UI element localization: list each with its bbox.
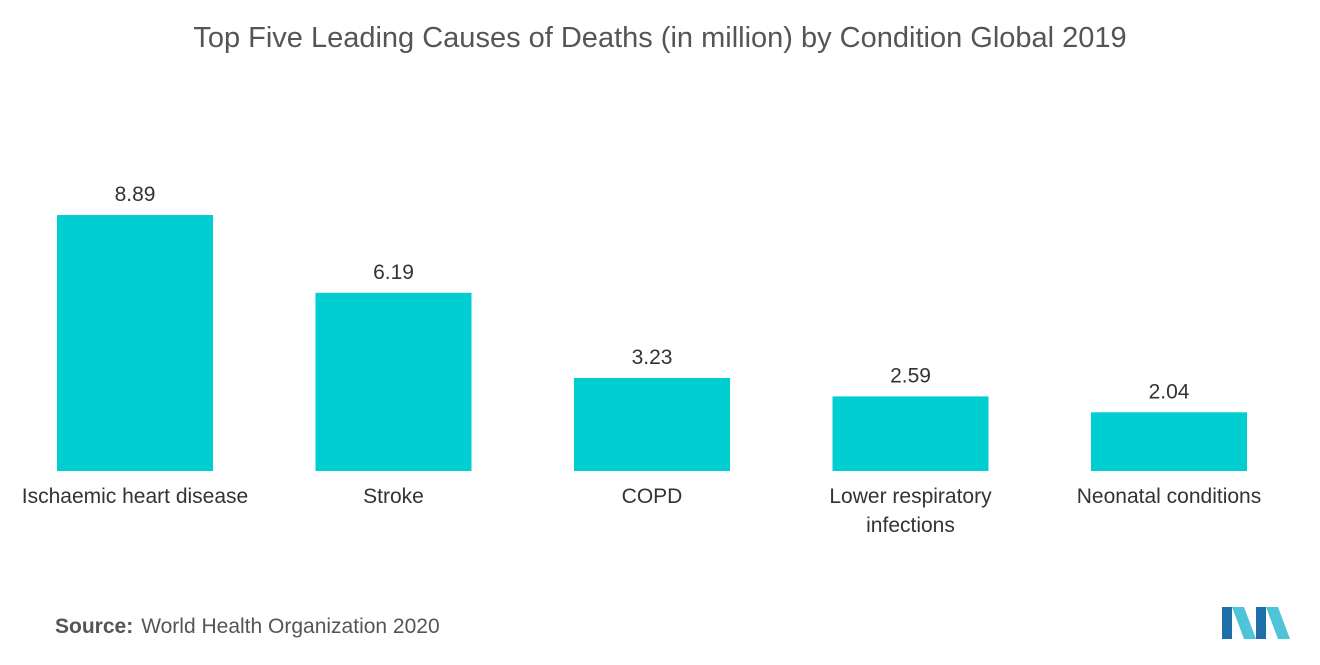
bar-value-label: 8.89 xyxy=(115,183,156,206)
category-label-line: Stroke xyxy=(363,485,424,508)
category-label-line: Neonatal conditions xyxy=(1077,485,1261,508)
category-label-line: Lower respiratory xyxy=(829,485,992,508)
category-labels-group: Ischaemic heart disease Stroke COPD Lower r… xyxy=(22,485,1261,537)
bar xyxy=(574,378,730,471)
bar-value-label: 3.23 xyxy=(632,346,673,369)
logo-middle-bar xyxy=(1256,607,1266,639)
bar-value-label: 6.19 xyxy=(373,261,414,284)
category-label: Ischaemic heart disease xyxy=(22,485,248,508)
chart-title: Top Five Leading Causes of Deaths (in mi… xyxy=(193,22,1127,54)
category-label: Lower respiratory infections xyxy=(829,485,992,537)
source-text: World Health Organization 2020 xyxy=(141,615,440,638)
category-label: COPD xyxy=(622,485,683,508)
bar-value-label: 2.04 xyxy=(1149,380,1190,403)
value-labels-group: 8.89 6.19 3.23 2.59 2.04 xyxy=(115,183,1190,403)
logo-left-bar xyxy=(1222,607,1232,639)
mordor-intelligence-logo-icon xyxy=(1222,607,1290,639)
category-label-line: Ischaemic heart disease xyxy=(22,485,248,508)
category-label-line: infections xyxy=(866,514,955,537)
category-label-line: COPD xyxy=(622,485,683,508)
category-label: Neonatal conditions xyxy=(1077,485,1261,508)
logo-right-diagonal xyxy=(1266,607,1290,639)
source-note: Source: World Health Organization 2020 xyxy=(55,615,440,639)
bar-value-label: 2.59 xyxy=(890,364,931,387)
bars-group xyxy=(57,215,1247,471)
bar-chart: 8.89 6.19 3.23 2.59 2.04 Ischaemic heart dis… xyxy=(22,183,1261,537)
source-label: Source: xyxy=(55,615,134,638)
bar xyxy=(315,292,472,471)
logo-left-diagonal xyxy=(1232,607,1256,639)
bar xyxy=(1091,412,1247,471)
bar xyxy=(832,396,989,471)
category-label: Stroke xyxy=(363,485,424,508)
bar xyxy=(57,215,213,471)
